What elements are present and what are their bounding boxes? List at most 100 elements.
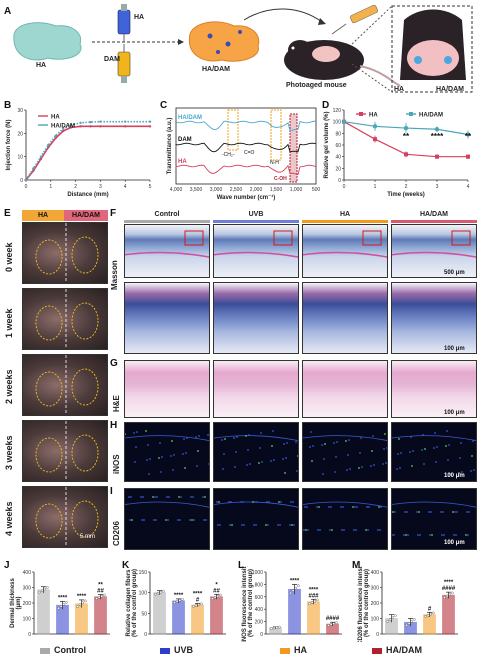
label-inset-ha: HA (394, 86, 405, 93)
y-tick-label: 100 (139, 591, 148, 597)
data-point (426, 613, 430, 617)
scale-bar-label: 5 mm (80, 534, 95, 540)
highlight-coh (289, 113, 298, 183)
data-point (445, 594, 449, 598)
bar (307, 601, 320, 635)
x-tick-label: 2 (405, 184, 408, 190)
mouse-photo (22, 420, 108, 482)
x-axis-label: Time (weeks) (387, 192, 425, 198)
label-ha-syringe: HA (134, 14, 145, 21)
series-line (25, 120, 150, 181)
mouse-photo (22, 486, 108, 548)
data-point (394, 614, 397, 617)
legend-label: HA (369, 113, 378, 119)
data-point (297, 584, 300, 587)
panel-label-c: C (160, 100, 168, 111)
y-tick-label: 300 (23, 586, 32, 592)
legend-swatch (160, 648, 170, 654)
panel-label-f: F (110, 208, 117, 219)
y-tick-label: 40 (335, 155, 341, 161)
data-point (32, 167, 35, 170)
y-tick-label: 100 (371, 617, 380, 623)
significance-label: **** (174, 593, 184, 599)
panel-a-schematic (13, 4, 473, 93)
scale-bar-label: 100 μm (444, 346, 465, 352)
mouse-icon (284, 40, 401, 87)
data-point (124, 120, 127, 123)
histology-image (391, 282, 477, 354)
data-point (57, 606, 60, 610)
x-tick-label: 5 (149, 184, 152, 190)
y-tick-label: 0 (20, 178, 23, 184)
ftir-series (175, 120, 317, 132)
y-tick-label: 0 (376, 632, 379, 638)
series-label: DAM (178, 137, 192, 143)
y-tick-label: 150 (139, 570, 148, 576)
data-point (76, 605, 79, 608)
x-tick-label: 3,000 (210, 187, 223, 193)
data-point (373, 137, 377, 142)
data-point (159, 590, 163, 594)
scale-bar-label: 500 μm (444, 270, 465, 276)
chart-l: 0 200 400 600 800 1000 iNOS fluorescence inten… (242, 566, 342, 642)
significance-label: ** (403, 132, 410, 141)
mouse-photo (22, 222, 108, 284)
y-tick-label: 100 (23, 617, 32, 623)
data-point (216, 594, 219, 598)
data-point (81, 601, 84, 605)
data-point (84, 599, 87, 603)
legend-label: HA (294, 645, 307, 655)
panel-label-i: I (110, 486, 113, 497)
y-tick-label: 0 (144, 632, 147, 638)
data-point (65, 601, 68, 604)
x-tick-label: 4 (467, 184, 470, 190)
significance-label: ## (97, 588, 104, 594)
data-point (386, 620, 389, 623)
significance-label: # (196, 597, 200, 603)
series-line (25, 125, 150, 181)
data-point (275, 626, 279, 629)
data-point (332, 622, 335, 625)
bar (153, 592, 166, 635)
y-axis-label: iNOS fluorescence intensity (242, 566, 248, 642)
data-point (46, 586, 49, 589)
significance-label: **** (193, 591, 203, 597)
x-tick-label: 3 (99, 184, 102, 190)
data-point (97, 596, 101, 599)
y-tick-label: 30 (17, 108, 23, 114)
y-tick-label: 50 (141, 611, 147, 617)
data-point (103, 593, 106, 597)
data-point (162, 589, 165, 593)
data-point (407, 622, 411, 625)
data-point (413, 618, 416, 621)
y-axis-label: Dermal thickness (10, 577, 16, 627)
histology-image (213, 488, 299, 550)
bar (191, 604, 204, 635)
data-point (219, 593, 222, 597)
x-tick-label: 0 (25, 184, 28, 190)
x-tick-label: 3 (436, 184, 439, 190)
col-head-ha: HA (22, 210, 64, 221)
data-point (451, 591, 454, 595)
x-tick-label: 1,500 (270, 187, 283, 193)
histology-image (213, 360, 299, 418)
data-point (100, 594, 103, 598)
histology-image (302, 488, 388, 550)
y-tick-label: 800 (255, 582, 264, 588)
chart-c: 4,000 3,500 3,000 2,500 2,000 1,500 1,000 500 Wa… (167, 107, 320, 201)
y-axis-label-2: (% of the control group) (132, 569, 138, 637)
bar (56, 604, 69, 635)
data-point (410, 620, 414, 623)
x-tick-label: 2,000 (250, 187, 263, 193)
data-point (329, 623, 333, 626)
col-head-ha-dam: HA/DAM (64, 210, 108, 221)
histology-image (391, 360, 477, 418)
data-point (316, 598, 319, 602)
y-tick-label: 200 (23, 601, 32, 607)
data-point (308, 602, 311, 605)
data-point (294, 586, 298, 590)
label-ha-left: HA (36, 62, 47, 69)
y-tick-label: 400 (371, 570, 380, 576)
scale-bar-label: 100 μm (444, 540, 465, 546)
